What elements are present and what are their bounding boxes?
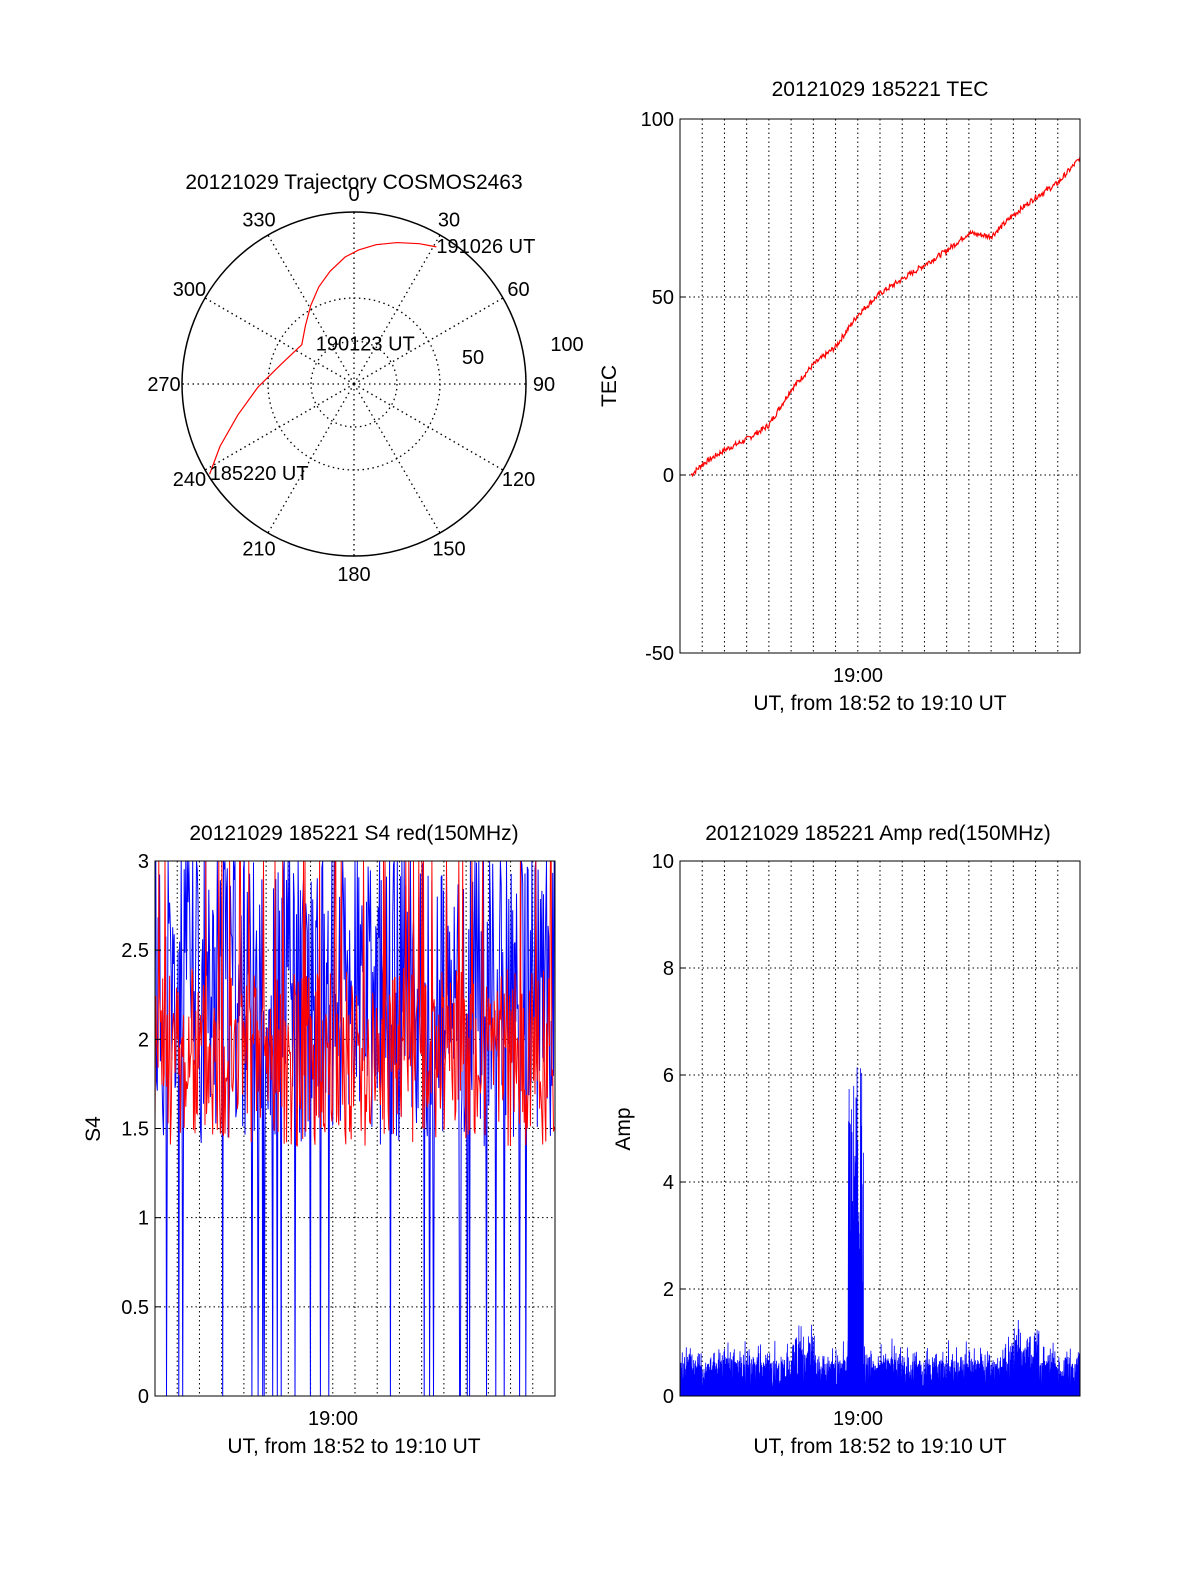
polar-annotation-1: 190123 UT — [316, 334, 415, 356]
y-tick-label-0: 0 — [663, 1386, 674, 1408]
polar-grid — [181, 211, 527, 557]
polar-azimuth-label-60: 60 — [507, 279, 529, 301]
amp-series — [679, 1067, 1081, 1397]
polar-trajectory-line — [209, 241, 437, 475]
y-tick-label-1.5: 1.5 — [121, 1119, 149, 1141]
s4-y-axis-label: S4 — [82, 1116, 105, 1142]
tec-x-axis-label: UT, from 18:52 to 19:10 UT — [753, 692, 1006, 715]
s4-line-red — [154, 860, 556, 1148]
polar-spoke-150 — [353, 383, 441, 534]
tec-x-tick-label: 19:00 — [833, 665, 883, 687]
amp-grid — [680, 861, 1080, 1396]
amp-panel: 20121029 185221 Amp red(150MHz) 1086420 … — [612, 822, 1081, 1458]
tec-grid — [680, 119, 1080, 653]
polar-azimuth-label-0: 0 — [348, 184, 359, 206]
y-tick-label-0.5: 0.5 — [121, 1297, 149, 1319]
y-tick-label-2.5: 2.5 — [121, 940, 149, 962]
y-tick-label-4: 4 — [663, 1172, 674, 1194]
y-tick-label-50: 50 — [652, 287, 674, 309]
polar-trajectory-series — [209, 241, 437, 475]
polar-azimuth-label-120: 120 — [502, 469, 535, 491]
amp-x-axis-label: UT, from 18:52 to 19:10 UT — [753, 1435, 1006, 1458]
y-tick-label-2: 2 — [663, 1279, 674, 1301]
s4-x-axis-label: UT, from 18:52 to 19:10 UT — [227, 1435, 480, 1458]
polar-ring-label-100: 100 — [550, 334, 583, 356]
polar-spoke-330 — [267, 234, 355, 385]
polar-spoke-300 — [204, 297, 355, 385]
amp-y-ticks: 10 8 6 4 2 0 — [652, 851, 686, 1408]
y-tick-label-3: 3 — [138, 851, 149, 873]
polar-azimuth-label-300: 300 — [173, 279, 206, 301]
y-tick-label-10: 10 — [652, 851, 674, 873]
polar-azimuth-label-330: 330 — [242, 209, 275, 231]
amp-y-axis-label: Amp — [612, 1107, 635, 1150]
y-tick-label--50: -50 — [645, 643, 674, 665]
polar-outer-circle — [181, 211, 527, 557]
polar-azimuth-label-30: 30 — [438, 209, 460, 231]
s4-x-tick-label: 19:00 — [308, 1408, 358, 1430]
amp-title: 20121029 185221 Amp red(150MHz) — [705, 822, 1051, 845]
y-tick-label-8: 8 — [663, 958, 674, 980]
y-tick-label-6: 6 — [663, 1065, 674, 1087]
y-tick-label-0: 0 — [663, 465, 674, 487]
polar-azimuth-label-150: 150 — [432, 539, 465, 561]
polar-ring-label-50: 50 — [462, 347, 484, 369]
tec-line — [690, 156, 1081, 478]
trajectory-panel: 20121029 Trajectory COSMOS2463 0 30 60 90 12… — [147, 171, 583, 586]
tec-y-axis-label: TEC — [598, 365, 621, 407]
polar-azimuth-labels: 0 30 60 90 120 150 180 210 240 270 300 330 50 100 — [147, 184, 583, 586]
s4-panel: 20121029 185221 S4 red(150MHz) 3 2.5 2 1.5 1… — [82, 822, 556, 1458]
trajectory-title: 20121029 Trajectory COSMOS2463 — [185, 171, 522, 194]
tec-plot-frame — [679, 118, 1081, 654]
s4-title: 20121029 185221 S4 red(150MHz) — [189, 822, 518, 845]
amp-x-tick-label: 19:00 — [833, 1408, 883, 1430]
polar-annotation-2: 185220 UT — [210, 463, 309, 485]
y-tick-label-1: 1 — [138, 1208, 149, 1230]
amp-plot-frame — [679, 860, 1081, 1397]
polar-azimuth-label-240: 240 — [173, 469, 206, 491]
tec-y-ticks: 100 50 0 -50 — [641, 109, 686, 665]
s4-y-ticks: 3 2.5 2 1.5 1 0.5 0 — [121, 851, 161, 1408]
polar-azimuth-label-270: 270 — [147, 374, 180, 396]
tec-title: 20121029 185221 TEC — [772, 78, 989, 101]
y-tick-label-100: 100 — [641, 109, 674, 131]
polar-azimuth-label-210: 210 — [242, 539, 275, 561]
amp-line — [679, 1067, 1081, 1397]
tec-panel: 20121029 185221 TEC 100 50 0 -50 19:00 UT, … — [598, 78, 1081, 715]
polar-azimuth-label-180: 180 — [337, 564, 370, 586]
polar-spoke-120 — [353, 383, 504, 471]
polar-annotation-0: 191026 UT — [436, 236, 535, 258]
polar-spoke-30 — [353, 234, 441, 385]
y-tick-label-0: 0 — [138, 1386, 149, 1408]
polar-spoke-60 — [353, 297, 504, 385]
polar-ring-1 — [310, 340, 398, 428]
y-tick-label-2: 2 — [138, 1029, 149, 1051]
polar-annotations: 191026 UT 190123 UT 185220 UT — [210, 236, 536, 485]
polar-spoke-240 — [204, 383, 355, 471]
polar-spoke-210 — [267, 383, 355, 534]
tec-series — [690, 156, 1081, 478]
polar-azimuth-label-90: 90 — [533, 374, 555, 396]
